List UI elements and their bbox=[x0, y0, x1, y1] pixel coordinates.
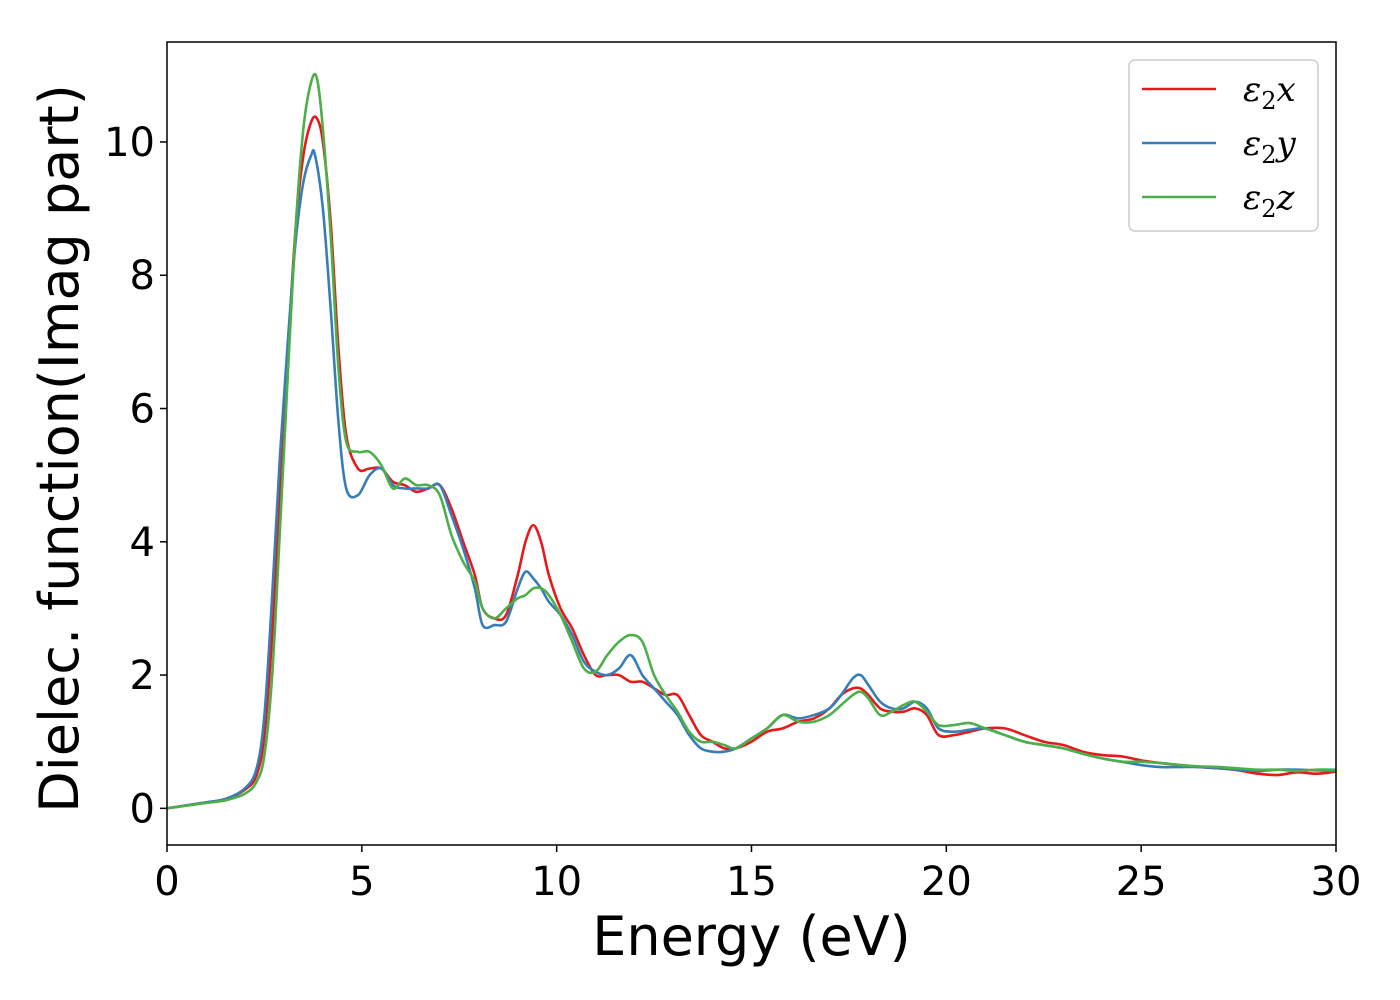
y-tick-label: 6 bbox=[130, 387, 155, 433]
series-line-y bbox=[167, 148, 1336, 810]
x-tick-label: 15 bbox=[726, 859, 777, 905]
y-axis-label: Dielec. function(Imag part) bbox=[28, 84, 91, 813]
x-axis: 0 5 10 15 20 25 30 bbox=[154, 845, 1361, 905]
series-layer bbox=[167, 72, 1336, 810]
y-tick-label: 4 bbox=[130, 520, 155, 566]
legend-box bbox=[1128, 59, 1319, 232]
y-tick-label: 0 bbox=[130, 786, 155, 832]
x-tick-label: 5 bbox=[349, 859, 374, 905]
legend-label-y: ε2y bbox=[1243, 124, 1297, 169]
y-tick-label: 8 bbox=[130, 253, 155, 299]
x-tick-label: 10 bbox=[531, 859, 582, 905]
x-tick-label: 0 bbox=[154, 859, 179, 905]
series-line-z bbox=[167, 72, 1336, 810]
legend-label-z: ε2z bbox=[1243, 178, 1296, 223]
x-axis-label: Energy (eV) bbox=[592, 905, 911, 968]
y-axis: 0 2 4 6 8 10 bbox=[104, 120, 167, 832]
y-tick-label: 10 bbox=[104, 120, 155, 166]
x-tick-label: 30 bbox=[1311, 859, 1362, 905]
x-tick-label: 20 bbox=[921, 859, 972, 905]
legend: ε2x ε2y ε2z bbox=[1128, 59, 1319, 232]
legend-label-x: ε2x bbox=[1243, 70, 1296, 115]
x-tick-label: 25 bbox=[1116, 859, 1167, 905]
y-tick-label: 2 bbox=[130, 653, 155, 699]
